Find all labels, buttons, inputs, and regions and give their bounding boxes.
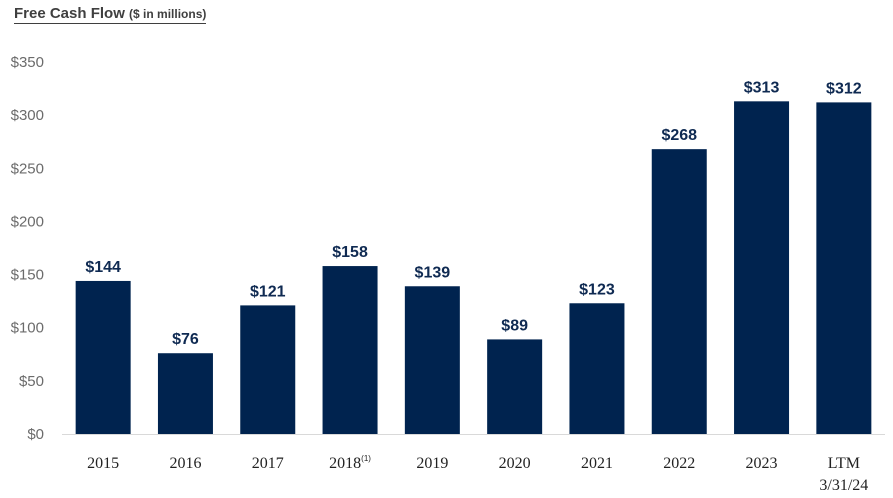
bar (322, 266, 378, 434)
x-tick-label: 2015 (87, 455, 119, 472)
x-tick-label: 2023 (746, 455, 778, 472)
data-label: $89 (501, 317, 528, 334)
bar (734, 101, 790, 434)
data-label: $123 (579, 281, 615, 298)
chart-title-text: Free Cash Flow (14, 5, 125, 22)
bar (404, 286, 460, 434)
x-tick-label: 2021 (581, 455, 613, 472)
y-tick-label: $100 (11, 320, 44, 337)
x-tick-label: 3/31/24 (819, 477, 868, 494)
data-label: $313 (744, 79, 780, 96)
data-label: $139 (415, 264, 451, 281)
y-tick-label: $150 (11, 267, 44, 284)
x-tick-footnote: (1) (361, 454, 371, 463)
y-tick-label: $200 (11, 213, 44, 230)
x-tick-label: 2020 (499, 455, 531, 472)
bar (75, 280, 131, 434)
y-axis: $0 $50 $100 $150 $200 $250 $300 $350 (11, 54, 44, 443)
bar (816, 102, 872, 434)
y-tick-label: $50 (19, 373, 44, 390)
y-tick-label: $250 (11, 160, 44, 177)
bar (651, 149, 707, 434)
bar (240, 305, 296, 434)
data-label: $144 (85, 259, 121, 276)
y-tick-label: $350 (11, 54, 44, 71)
x-tick-label: 2016 (169, 455, 201, 472)
x-tick-label: 2018(1) (329, 454, 371, 472)
bar (569, 303, 625, 434)
chart-subtitle: ($ in millions) (129, 7, 207, 21)
x-tick-label: LTM (828, 455, 860, 472)
data-label: $158 (332, 244, 368, 261)
bars (75, 101, 872, 434)
y-tick-label: $300 (11, 107, 44, 124)
x-tick-label: 2022 (663, 455, 695, 472)
data-label: $76 (172, 331, 199, 348)
bar (157, 353, 213, 434)
data-label: $312 (826, 80, 862, 97)
data-label: $121 (250, 283, 286, 300)
data-label: $268 (661, 127, 697, 144)
x-axis: 2015 2016 2017 2018(1) 2019 2020 2021 2022 2023 L… (87, 454, 868, 494)
y-tick-label: $0 (27, 426, 44, 443)
bar (487, 339, 543, 434)
x-tick-label: 2017 (252, 455, 284, 472)
chart-title: Free Cash Flow ($ in millions) (14, 5, 207, 24)
x-tick-label: 2019 (416, 455, 448, 472)
data-labels: $144 $76 $121 $158 $139 $89 $123 $268 $313 $312 (85, 79, 861, 348)
